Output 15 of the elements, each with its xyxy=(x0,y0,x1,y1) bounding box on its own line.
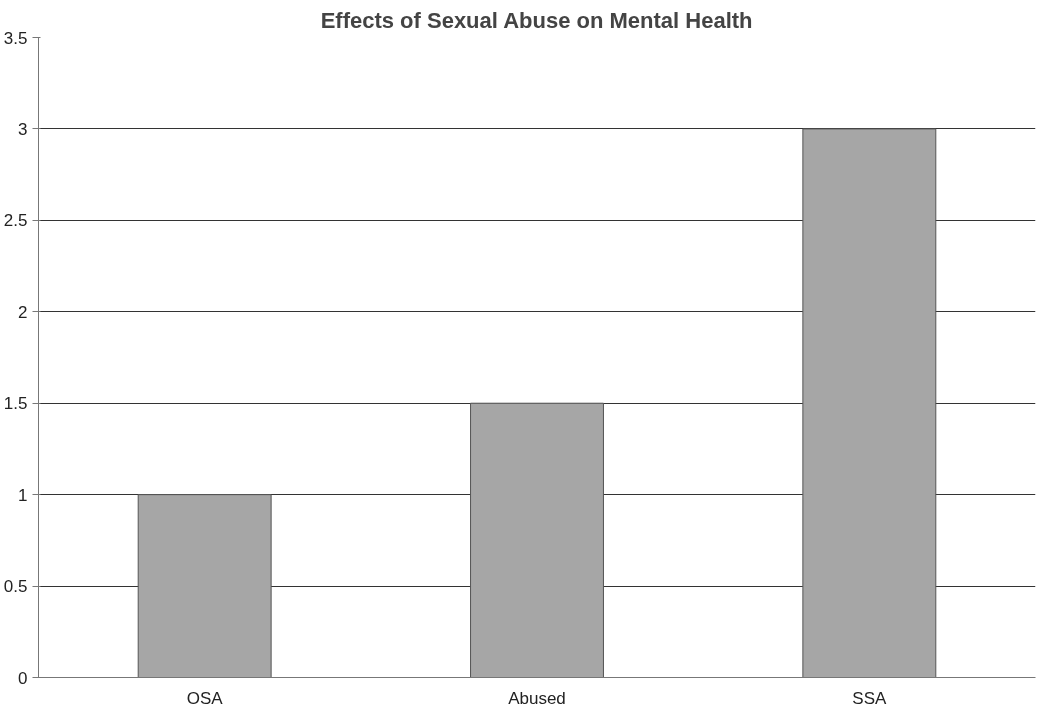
bar xyxy=(137,494,272,678)
x-tick-label: OSA xyxy=(186,688,224,708)
y-tick-label: 0 xyxy=(18,668,28,688)
y-tick-label: 1.5 xyxy=(3,394,28,414)
bar xyxy=(470,402,604,678)
y-tick-label: 3.5 xyxy=(3,28,28,48)
y-tick-label: 2 xyxy=(18,302,28,322)
y-tick-label: 3 xyxy=(18,119,28,139)
x-tick-label: SSA xyxy=(852,688,887,708)
bar xyxy=(802,128,937,678)
y-tick-label: 1 xyxy=(18,485,28,505)
chart-title: Effects of Sexual Abuse on Mental Health xyxy=(320,7,753,33)
y-tick-label: 2.5 xyxy=(3,211,28,231)
y-tick-label: 0.5 xyxy=(3,577,28,597)
x-tick-label: Abused xyxy=(508,688,566,708)
